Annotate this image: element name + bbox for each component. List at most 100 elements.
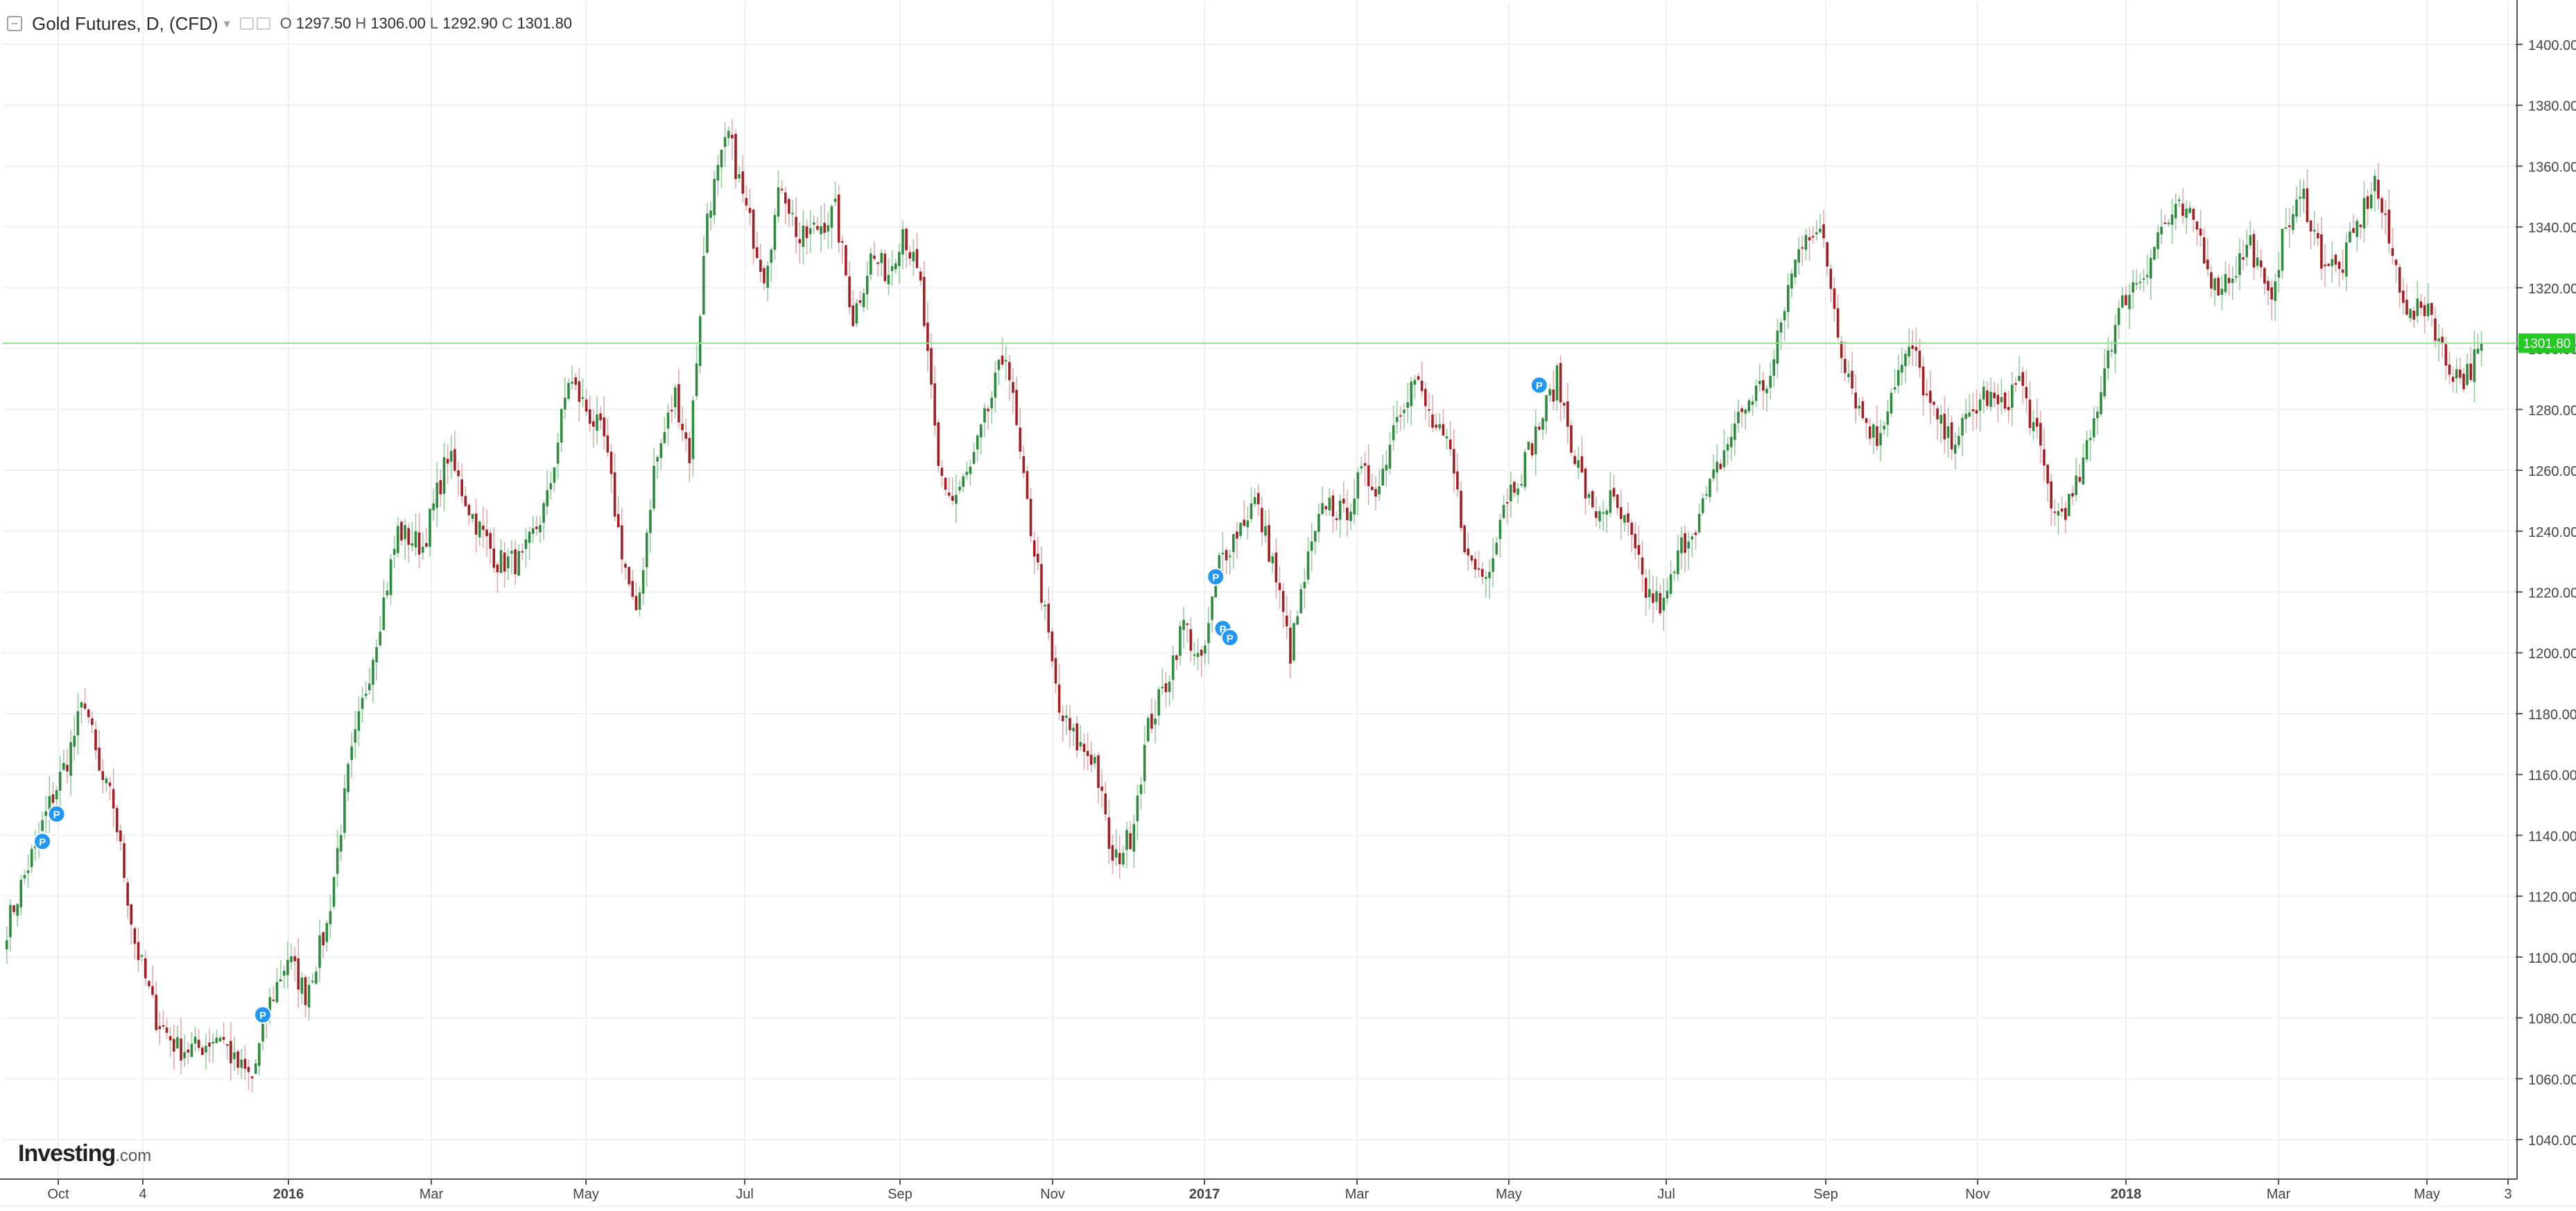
candle-body[interactable] xyxy=(876,262,879,264)
candle-body[interactable] xyxy=(2355,221,2358,237)
candle-body[interactable] xyxy=(1293,623,1295,661)
candle-body[interactable] xyxy=(2398,267,2401,293)
candle-body[interactable] xyxy=(734,133,737,180)
candle-body[interactable] xyxy=(48,796,51,814)
candle-body[interactable] xyxy=(581,397,585,399)
candle-body[interactable] xyxy=(1854,393,1857,409)
candle-body[interactable] xyxy=(987,409,989,411)
candle-body[interactable] xyxy=(1392,425,1395,440)
candle-body[interactable] xyxy=(2064,508,2067,520)
candle-body[interactable] xyxy=(1986,390,1989,406)
candle-body[interactable] xyxy=(1744,409,1747,414)
candle-body[interactable] xyxy=(1114,849,1118,858)
candle-body[interactable] xyxy=(1911,345,1914,349)
candle-body[interactable] xyxy=(1022,456,1026,474)
candle-body[interactable] xyxy=(2174,203,2177,218)
candle-body[interactable] xyxy=(539,524,542,533)
candle-body[interactable] xyxy=(1132,824,1136,852)
candle-body[interactable] xyxy=(1562,403,1566,406)
candle-body[interactable] xyxy=(1363,463,1367,466)
candle-body[interactable] xyxy=(2167,223,2170,225)
candle-body[interactable] xyxy=(76,711,80,736)
candle-body[interactable] xyxy=(1218,555,1221,574)
candle-body[interactable] xyxy=(2145,275,2149,277)
candle-body[interactable] xyxy=(2334,255,2337,265)
candle-body[interactable] xyxy=(2359,224,2362,227)
candle-body[interactable] xyxy=(1211,596,1213,620)
candle-body[interactable] xyxy=(1467,548,1470,556)
candle-body[interactable] xyxy=(1029,499,1032,536)
candle-body[interactable] xyxy=(1829,268,1833,289)
candle-body[interactable] xyxy=(1694,532,1697,535)
candle-body[interactable] xyxy=(919,271,922,281)
candle-body[interactable] xyxy=(165,1027,168,1033)
candle-body[interactable] xyxy=(293,956,296,961)
candle-body[interactable] xyxy=(2117,308,2120,325)
candle-body[interactable] xyxy=(2466,363,2469,385)
candle-body[interactable] xyxy=(2082,457,2085,485)
candle-body[interactable] xyxy=(1086,750,1089,757)
candle-body[interactable] xyxy=(197,1040,200,1048)
candle-body[interactable] xyxy=(773,214,777,250)
candle-body[interactable] xyxy=(421,547,424,553)
candle-body[interactable] xyxy=(1946,426,1950,438)
candle-body[interactable] xyxy=(1520,483,1523,486)
candle-body[interactable] xyxy=(1015,390,1018,425)
candle-body[interactable] xyxy=(1371,486,1374,490)
candle-body[interactable] xyxy=(1403,409,1406,413)
candle-body[interactable] xyxy=(137,942,140,961)
candle-body[interactable] xyxy=(404,524,406,540)
candle-body[interactable] xyxy=(901,229,904,255)
candle-body[interactable] xyxy=(432,503,435,510)
candle-body[interactable] xyxy=(770,249,773,263)
candle-body[interactable] xyxy=(94,729,97,750)
candle-body[interactable] xyxy=(69,741,72,776)
candle-body[interactable] xyxy=(2202,237,2206,264)
candle-body[interactable] xyxy=(105,778,108,784)
candle-body[interactable] xyxy=(723,137,727,147)
candle-body[interactable] xyxy=(2423,304,2426,316)
candle-body[interactable] xyxy=(2313,230,2316,232)
candle-body[interactable] xyxy=(2227,277,2231,284)
candle-body[interactable] xyxy=(510,551,513,554)
candle-body[interactable] xyxy=(990,397,993,409)
candle-body[interactable] xyxy=(58,771,62,791)
candle-body[interactable] xyxy=(1701,498,1704,513)
candle-body[interactable] xyxy=(1328,497,1331,510)
candle-body[interactable] xyxy=(983,408,986,423)
candle-body[interactable] xyxy=(1182,619,1185,630)
candle-body[interactable] xyxy=(1762,380,1765,391)
candle-body[interactable] xyxy=(201,1047,204,1055)
candle-body[interactable] xyxy=(574,377,578,385)
candle-body[interactable] xyxy=(2267,281,2270,291)
candle-body[interactable] xyxy=(1933,402,1935,405)
candle-body[interactable] xyxy=(2462,373,2465,390)
candle-body[interactable] xyxy=(542,503,545,523)
candle-body[interactable] xyxy=(2448,364,2451,375)
candle-body[interactable] xyxy=(1268,524,1270,562)
candle-body[interactable] xyxy=(1356,472,1360,499)
candle-body[interactable] xyxy=(233,1052,236,1060)
candle-body[interactable] xyxy=(2057,510,2060,516)
candle-body[interactable] xyxy=(1982,386,1985,400)
candle-body[interactable] xyxy=(464,496,467,506)
candle-body[interactable] xyxy=(624,563,627,568)
candle-body[interactable] xyxy=(2135,283,2138,285)
candle-body[interactable] xyxy=(1925,393,1928,395)
candle-body[interactable] xyxy=(382,597,386,630)
candle-body[interactable] xyxy=(1107,817,1111,849)
candle-body[interactable] xyxy=(2455,369,2458,379)
candle-body[interactable] xyxy=(329,911,332,925)
chevron-down-icon[interactable]: ▾ xyxy=(223,16,230,31)
candle-body[interactable] xyxy=(98,747,101,771)
candle-body[interactable] xyxy=(791,213,794,215)
candle-body[interactable] xyxy=(1754,385,1758,402)
candle-body[interactable] xyxy=(1456,471,1459,490)
candle-body[interactable] xyxy=(1303,581,1306,589)
candle-body[interactable] xyxy=(727,130,730,139)
candle-body[interactable] xyxy=(2292,214,2294,230)
candle-body[interactable] xyxy=(2245,244,2249,257)
candle-body[interactable] xyxy=(2075,475,2077,495)
candle-body[interactable] xyxy=(1637,544,1641,555)
